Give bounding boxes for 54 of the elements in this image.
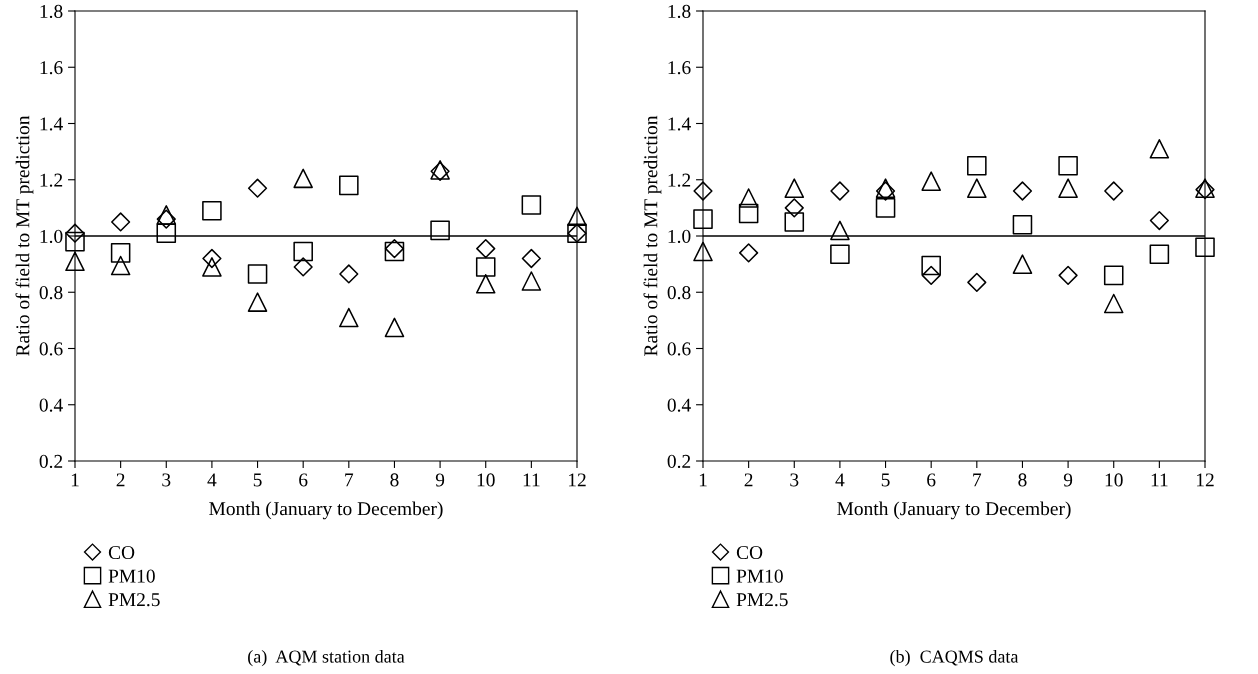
y-tick-label: 0.4 [39, 398, 63, 412]
y-tick-label: 1.4 [668, 117, 691, 131]
x-tick-label: 10 [477, 473, 495, 487]
text: (a) AQM station data [248, 650, 405, 667]
y-tick-label: 0.8 [667, 286, 691, 300]
x-tick-label: 12 [568, 473, 586, 487]
y-tick-label: 1.8 [40, 4, 63, 19]
y-tick-label: 0.2 [39, 454, 63, 469]
x-tick-label: 3 [162, 473, 171, 487]
x-tick-label: 8 [390, 473, 399, 487]
x-tick-label: 4 [207, 473, 217, 487]
x-tick-label: 9 [435, 473, 445, 487]
y-tick-label: 1.4 [40, 117, 63, 131]
legend-label: CO [736, 546, 763, 560]
x-tick-label: 1 [699, 473, 707, 487]
x-tick-label: 2 [744, 473, 753, 487]
x-tick-label: 11 [523, 473, 540, 487]
x-axis-title: Month (January to December) [837, 501, 1071, 520]
y-axis-title: Ratio of field to MT prediction [643, 115, 662, 356]
x-tick-label: 11 [1151, 473, 1168, 487]
legend-label: PM2.5 [108, 593, 160, 607]
y-axis-title: Ratio of field to MT prediction [15, 115, 34, 356]
y-tick-label: 0.6 [667, 342, 691, 356]
legend-label: PM10 [108, 569, 155, 583]
y-tick-label: 0.4 [667, 398, 691, 412]
x-tick-label: 6 [299, 473, 308, 487]
y-tick-label: 1.0 [668, 229, 691, 244]
x-tick-label: 5 [253, 473, 262, 487]
x-tick-label: 5 [881, 473, 890, 487]
x-tick-label: 9 [1063, 473, 1073, 487]
y-tick-label: 0.8 [39, 286, 63, 300]
x-tick-label: 6 [927, 473, 936, 487]
x-tick-label: 1 [71, 473, 79, 487]
y-tick-label: 1.6 [668, 61, 691, 75]
y-tick-label: 1.2 [40, 173, 63, 187]
x-axis-title: Month (January to December) [209, 501, 443, 520]
y-tick-label: 1.6 [40, 61, 63, 75]
x-tick-label: 8 [1018, 473, 1027, 487]
y-tick-label: 0.6 [39, 342, 63, 356]
x-tick-label: 2 [116, 473, 125, 487]
y-tick-label: 1.0 [40, 229, 63, 244]
legend-label: PM10 [736, 569, 783, 583]
y-tick-label: 1.8 [668, 4, 691, 19]
x-tick-label: 4 [835, 473, 845, 487]
y-tick-label: 1.2 [668, 173, 691, 187]
text: (b) CAQMS data [890, 650, 1019, 667]
legend-label: PM2.5 [736, 593, 788, 607]
x-tick-label: 12 [1196, 473, 1214, 487]
y-tick-label: 0.2 [667, 454, 691, 469]
x-tick-label: 7 [973, 473, 982, 487]
x-tick-label: 7 [345, 473, 354, 487]
legend-label: CO [108, 546, 135, 560]
x-tick-label: 3 [790, 473, 799, 487]
x-tick-label: 10 [1105, 473, 1123, 487]
